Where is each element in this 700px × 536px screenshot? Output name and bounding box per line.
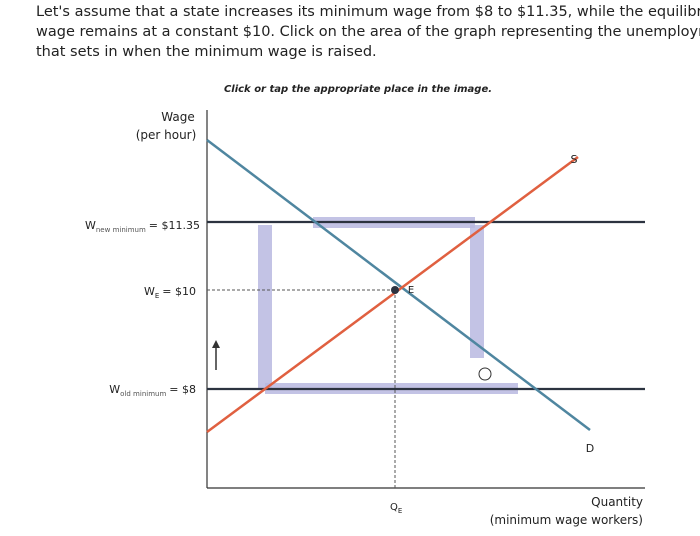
- equilibrium-point: [391, 286, 399, 294]
- x-axis-label: Quantity: [591, 495, 643, 509]
- symbol: W: [109, 383, 120, 396]
- value: = $8: [169, 383, 196, 396]
- supply-label: S: [571, 153, 578, 166]
- right-region[interactable]: [470, 225, 484, 358]
- demand-label: D: [586, 442, 594, 455]
- y-axis-label: Wage: [161, 110, 194, 124]
- question-text: that sets in when the minimum wage is ra…: [36, 44, 377, 60]
- new-minimum-label: Wnew minimum = $11.35: [85, 219, 200, 234]
- value: = $11.35: [149, 219, 200, 232]
- x-axis-label: (minimum wage workers): [490, 513, 643, 527]
- equilibrium-label: E: [408, 285, 414, 296]
- arrow-head: [212, 340, 220, 348]
- subscript: old minimum: [120, 390, 166, 398]
- y-axis-label: (per hour): [136, 128, 197, 142]
- quantity-eq-label: QE: [390, 502, 402, 515]
- demand-curve: [206, 139, 591, 431]
- cursor: [478, 367, 492, 381]
- eq-wage-label: WE = $10: [144, 285, 196, 300]
- value: = $10: [162, 285, 196, 298]
- supply-curve: [206, 155, 579, 434]
- old-minimum-label: Wold minimum = $8: [109, 383, 196, 398]
- left-region[interactable]: [258, 225, 272, 388]
- subscript: E: [155, 292, 159, 300]
- symbol: Q: [390, 502, 398, 513]
- symbol: W: [144, 285, 155, 298]
- subscript: new minimum: [96, 226, 146, 234]
- instruction: Click or tap the appropriate place in th…: [224, 84, 492, 95]
- question-text: Let's assume that a state increases its …: [36, 4, 700, 20]
- symbol: W: [85, 219, 96, 232]
- question-text: wage remains at a constant $10. Click on…: [36, 24, 700, 40]
- subscript: E: [398, 507, 402, 515]
